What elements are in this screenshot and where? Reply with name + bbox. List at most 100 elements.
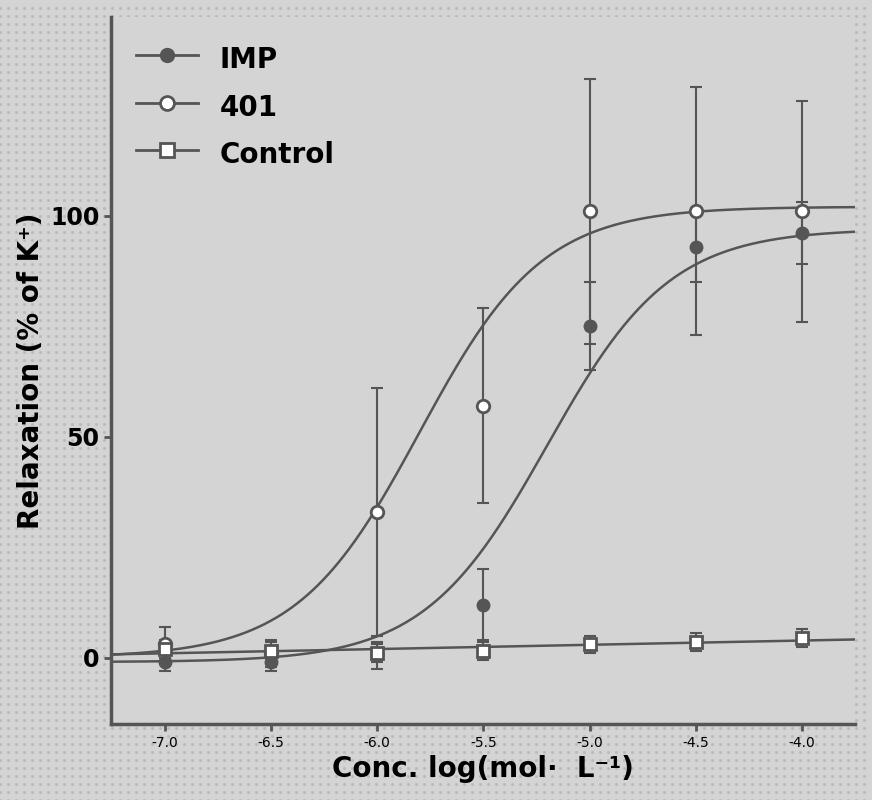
Point — [513, 282, 527, 294]
Point — [89, 674, 103, 686]
Point — [457, 634, 471, 646]
Point — [153, 74, 167, 86]
Point — [9, 194, 23, 206]
Point — [193, 146, 207, 158]
Point — [65, 514, 79, 526]
Point — [121, 90, 135, 102]
Point — [281, 722, 295, 734]
Point — [625, 754, 639, 766]
Point — [817, 298, 831, 310]
Point — [345, 306, 359, 318]
Point — [761, 538, 775, 550]
Point — [121, 754, 135, 766]
Point — [561, 386, 575, 398]
Point — [329, 722, 343, 734]
Point — [129, 378, 143, 390]
Point — [161, 786, 175, 798]
Point — [497, 738, 511, 750]
Point — [393, 314, 407, 326]
Point — [249, 306, 263, 318]
Point — [153, 290, 167, 302]
Point — [377, 794, 391, 800]
Point — [665, 498, 679, 510]
Point — [257, 738, 271, 750]
Point — [161, 378, 175, 390]
Point — [377, 674, 391, 686]
Point — [497, 2, 511, 14]
Point — [377, 570, 391, 582]
Point — [57, 322, 71, 334]
Point — [609, 706, 623, 718]
Point — [9, 410, 23, 422]
Point — [241, 250, 255, 262]
Point — [569, 674, 583, 686]
Point — [57, 266, 71, 278]
Point — [561, 402, 575, 414]
Point — [665, 786, 679, 798]
Point — [529, 98, 543, 110]
Point — [409, 242, 423, 254]
Point — [857, 754, 871, 766]
Point — [817, 306, 831, 318]
Point — [473, 34, 487, 46]
Point — [385, 162, 399, 174]
Point — [89, 410, 103, 422]
Point — [713, 338, 727, 350]
Point — [481, 354, 495, 366]
Point — [377, 458, 391, 470]
Point — [505, 546, 519, 558]
Point — [257, 154, 271, 166]
Point — [857, 546, 871, 558]
Point — [41, 594, 55, 606]
Point — [177, 354, 191, 366]
Point — [345, 218, 359, 230]
Point — [369, 674, 383, 686]
Point — [273, 154, 287, 166]
Point — [409, 122, 423, 134]
Point — [553, 794, 567, 800]
Point — [625, 26, 639, 38]
Point — [217, 130, 231, 142]
Point — [849, 42, 863, 54]
Point — [257, 722, 271, 734]
Point — [225, 490, 239, 502]
Point — [497, 370, 511, 382]
Point — [41, 202, 55, 214]
Point — [377, 250, 391, 262]
Point — [0, 490, 7, 502]
Point — [681, 458, 695, 470]
Point — [41, 346, 55, 358]
Point — [393, 234, 407, 246]
Point — [833, 314, 847, 326]
Point — [689, 418, 703, 430]
Point — [305, 506, 319, 518]
Point — [137, 666, 151, 678]
Point — [785, 546, 799, 558]
Point — [465, 162, 479, 174]
Point — [89, 602, 103, 614]
Point — [169, 138, 183, 150]
Point — [705, 554, 719, 566]
Point — [785, 266, 799, 278]
Point — [817, 170, 831, 182]
Point — [329, 194, 343, 206]
Point — [777, 106, 791, 118]
Point — [161, 578, 175, 590]
Point — [753, 466, 767, 478]
Point — [489, 450, 503, 462]
Point — [9, 682, 23, 694]
Point — [65, 298, 79, 310]
Point — [185, 658, 199, 670]
Point — [505, 202, 519, 214]
Point — [561, 410, 575, 422]
Point — [697, 266, 711, 278]
Point — [465, 706, 479, 718]
Point — [457, 762, 471, 774]
Point — [9, 42, 23, 54]
Point — [265, 186, 279, 198]
Point — [673, 674, 687, 686]
Point — [809, 722, 823, 734]
Point — [705, 738, 719, 750]
Point — [297, 714, 311, 726]
Point — [745, 506, 759, 518]
